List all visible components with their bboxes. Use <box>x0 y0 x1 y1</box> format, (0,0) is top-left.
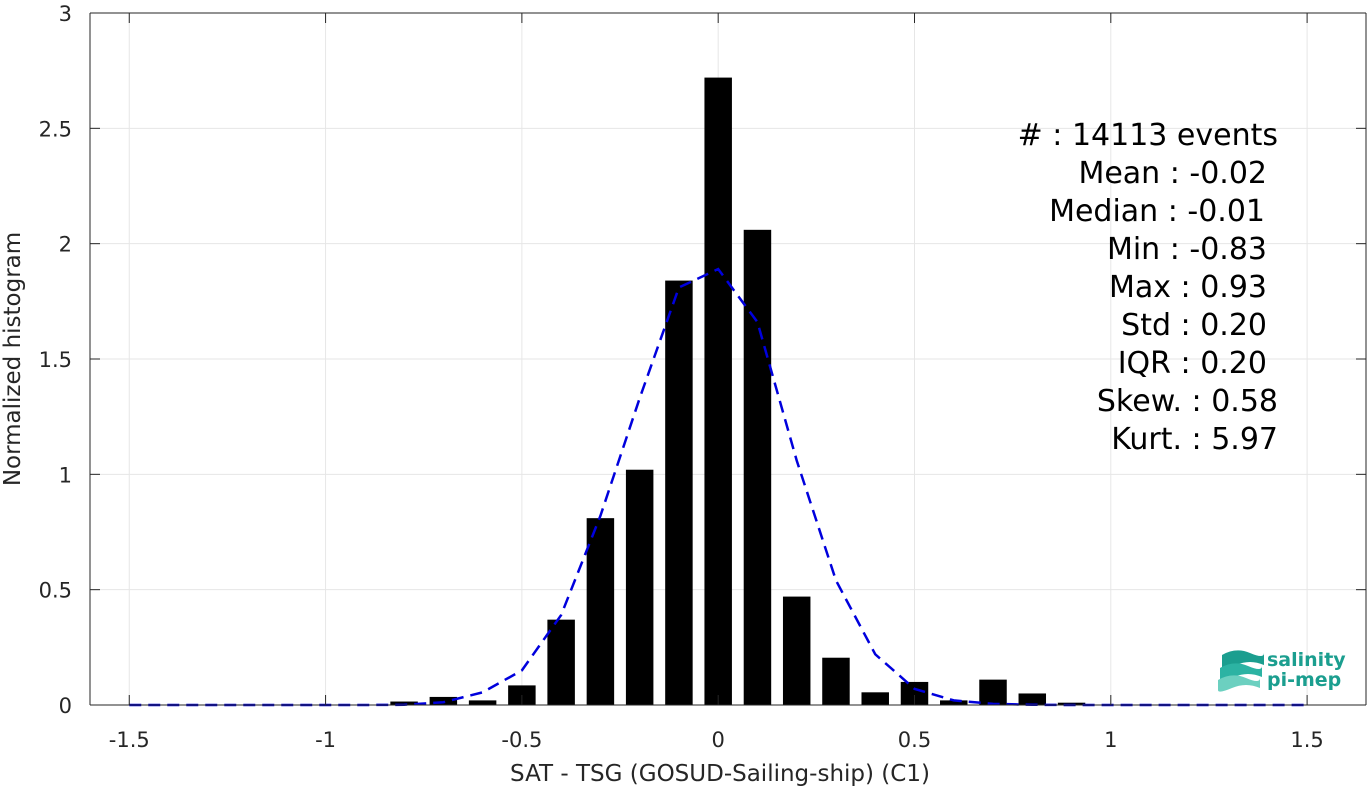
y-tick-label: 3 <box>59 2 72 26</box>
histogram-bar <box>625 469 654 705</box>
histogram-bar <box>822 657 850 705</box>
stat-line: # : 14113 events <box>1018 118 1278 153</box>
salinity-pi-mep-logo: salinity pi-mep <box>1218 649 1346 692</box>
stat-line: IQR : 0.20 <box>1118 346 1267 381</box>
tick-labels: -1.5 -1 -0.5 0 0.5 1 1.5 0 0.5 1 1.5 2 2.5 3 <box>39 2 1324 752</box>
stat-line: Median : -0.01 <box>1049 194 1265 229</box>
x-tick-label: 1 <box>1104 728 1117 752</box>
logo-line1: salinity <box>1267 649 1346 671</box>
histogram-bar <box>782 596 811 705</box>
bar-series <box>390 77 1086 705</box>
y-tick-label: 0.5 <box>39 579 72 603</box>
stat-line: Std : 0.20 <box>1121 308 1267 343</box>
stat-line: Mean : -0.02 <box>1078 156 1267 191</box>
stat-line: Skew. : 0.58 <box>1097 384 1278 419</box>
x-tick-label: 0 <box>711 728 724 752</box>
y-tick-label: 2 <box>59 233 72 257</box>
x-tick-label: 0.5 <box>898 728 931 752</box>
histogram-bar <box>665 280 693 705</box>
y-tick-label: 1.5 <box>39 348 72 372</box>
histogram-bar <box>390 701 418 705</box>
logo-waves-icon <box>1218 650 1264 692</box>
y-tick-label: 1 <box>59 463 72 487</box>
y-tick-label: 0 <box>59 694 72 718</box>
x-tick-label: -1.5 <box>109 728 150 752</box>
axes <box>89 12 1367 706</box>
stat-line: Kurt. : 5.97 <box>1111 422 1278 457</box>
x-tick-label: -0.5 <box>501 728 542 752</box>
histogram-bar <box>547 619 575 705</box>
histogram-bar <box>704 77 732 705</box>
histogram-bar <box>979 679 1007 705</box>
histogram-bar <box>586 518 615 705</box>
logo-line2: pi-mep <box>1267 669 1341 691</box>
histogram-bar <box>1018 693 1047 705</box>
histogram-bar <box>468 700 497 705</box>
y-tick-label: 2.5 <box>39 117 72 141</box>
y-axis-title: Normalized histogram <box>0 232 26 486</box>
x-tick-label: 1.5 <box>1290 728 1323 752</box>
stat-line: Min : -0.83 <box>1107 232 1267 267</box>
histogram-bar <box>940 700 968 705</box>
stat-line: Max : 0.93 <box>1109 270 1267 305</box>
x-tick-label: -1 <box>315 728 336 752</box>
histogram-bar <box>900 681 929 705</box>
histogram-bar <box>861 692 889 705</box>
histogram-bar <box>743 229 772 705</box>
x-axis-title: SAT - TSG (GOSUD-Sailing-ship) (C1) <box>510 761 930 787</box>
